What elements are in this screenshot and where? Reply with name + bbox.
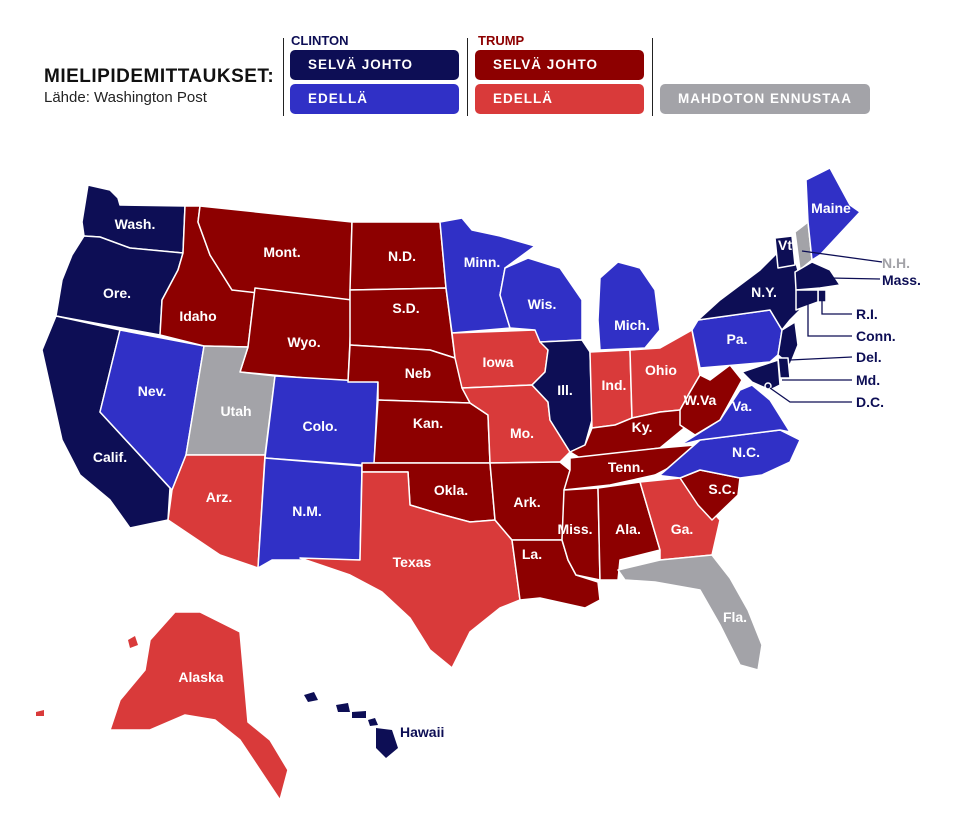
label-ok: Okla. [434,482,468,498]
hawaii-island [352,711,366,718]
label-mn: Minn. [464,254,501,270]
label-ut: Utah [220,403,251,419]
label-sc: S.C. [708,481,735,497]
leader-lines [769,250,883,403]
label-ar: Ark. [513,494,540,510]
label-la: La. [522,546,542,562]
hawaii-island [376,728,398,758]
legend-divider [652,38,653,116]
label-az: Arz. [206,489,232,505]
label-tx: Texas [393,554,432,570]
label-in: Ind. [602,377,627,393]
label-ks: Kan. [413,415,443,431]
label-ms: Miss. [557,521,592,537]
label-va: Va. [732,398,752,414]
label-wi: Wis. [528,296,557,312]
state-maine [805,167,861,261]
alaska-island [36,710,44,716]
state-michigan [597,261,661,351]
label-il: Ill. [557,382,573,398]
label-tn: Tenn. [608,459,644,475]
label-vt: Vt. [778,237,796,253]
legend-divider [467,38,468,116]
alaska-island [128,636,138,648]
label-sd: S.D. [392,300,419,316]
legend-trump-lean: EDELLÄ [475,84,644,114]
label-fl: Fla. [723,609,747,625]
label-ct: Conn. [856,328,896,344]
label-wy: Wyo. [287,334,320,350]
label-ga: Ga. [671,521,694,537]
map-title: MIELIPIDEMITTAUKSET: [44,66,275,87]
source-note: Lähde: Washington Post [44,89,207,106]
label-nv: Nev. [138,383,167,399]
state-texas [299,471,521,669]
label-md: Md. [856,372,880,388]
state-connecticut [795,289,819,311]
legend-trump-strong: SELVÄ JOHTO [475,50,644,80]
state-vermont [774,235,796,269]
label-ri: R.I. [856,306,878,322]
label-al: Ala. [615,521,641,537]
label-mo: Mo. [510,425,534,441]
label-ca: Calif. [93,449,127,465]
label-ny: N.Y. [751,284,777,300]
legend-divider [283,38,284,116]
label-co: Colo. [303,418,338,434]
label-ia: Iowa [482,354,513,370]
label-mt: Mont. [263,244,300,260]
hawaii-island [368,718,378,726]
state-dc [764,382,772,390]
state-virginia [679,384,791,446]
label-nc: N.C. [732,444,760,460]
state-hawaii [304,692,318,702]
state-arizona [167,454,266,569]
state-florida [617,554,763,671]
label-mi: Mich. [614,317,650,333]
legend-clinton-lean: EDELLÄ [290,84,459,114]
label-ak: Alaska [178,669,223,685]
label-id: Idaho [179,308,216,324]
label-me: Maine [811,200,851,216]
state-maryland [741,359,781,391]
legend-clinton-title: CLINTON [291,33,349,48]
legend-trump-title: TRUMP [478,33,525,48]
label-nd: N.D. [388,248,416,264]
label-ky: Ky. [632,419,653,435]
legend-clinton-strong: SELVÄ JOHTO [290,50,459,80]
label-ne: Neb [405,365,431,381]
legend-tossup: MAHDOTON ENNUSTAA [660,84,870,114]
state-west-virginia [679,364,743,436]
label-de: Del. [856,349,882,365]
state-alaska [109,611,289,801]
state-illinois [531,339,593,453]
state-new-jersey [777,321,799,366]
label-pa: Pa. [726,331,747,347]
label-wa: Wash. [115,216,156,232]
label-nm: N.M. [292,503,322,519]
label-nh: N.H. [882,255,910,271]
label-ma: Mass. [882,272,921,288]
label-oh: Ohio [645,362,677,378]
label-dc: D.C. [856,394,884,410]
state-kansas [373,399,491,464]
label-hi: Hawaii [400,724,444,740]
hawaii-island [336,703,350,712]
label-wv: W.Va [684,392,717,408]
label-or: Ore. [103,285,131,301]
